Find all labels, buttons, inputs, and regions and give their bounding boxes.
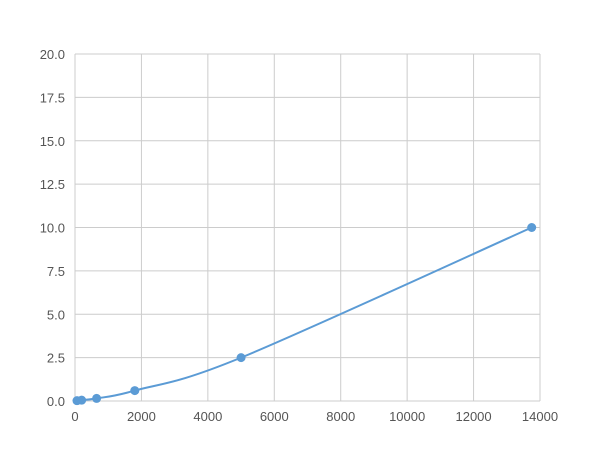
x-tick-label: 4000	[193, 409, 222, 424]
y-tick-label: 15.0	[40, 134, 65, 149]
y-tick-label: 2.5	[47, 351, 65, 366]
data-point	[77, 395, 87, 405]
x-axis: 0 2000 4000 6000 8000 10000 12000 14000	[71, 409, 558, 424]
y-tick-label: 10.0	[40, 221, 65, 236]
series-points	[72, 223, 537, 406]
y-tick-label: 5.0	[47, 307, 65, 322]
x-tick-label: 8000	[326, 409, 355, 424]
y-tick-label: 0.0	[47, 394, 65, 409]
y-tick-label: 17.5	[40, 90, 65, 105]
x-tick-label: 2000	[127, 409, 156, 424]
y-tick-label: 20.0	[40, 47, 65, 62]
data-point	[236, 353, 246, 363]
x-tick-label: 12000	[455, 409, 491, 424]
data-point	[527, 223, 537, 232]
x-tick-label: 14000	[522, 409, 558, 424]
y-tick-label: 12.5	[40, 177, 65, 192]
data-point	[130, 386, 140, 396]
x-tick-label: 6000	[260, 409, 289, 424]
data-point	[92, 393, 102, 403]
x-tick-label: 10000	[389, 409, 425, 424]
x-tick-label: 0	[71, 409, 78, 424]
grid	[74, 53, 541, 402]
y-tick-label: 7.5	[47, 264, 65, 279]
y-axis: 0.0 2.5 5.0 7.5 10.0 12.5 15.0 17.5 20.0	[40, 47, 65, 409]
